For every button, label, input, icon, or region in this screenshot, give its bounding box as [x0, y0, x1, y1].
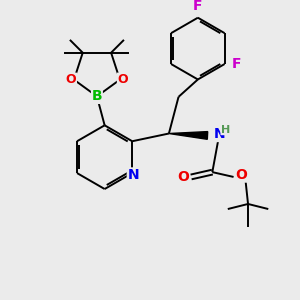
Text: O: O — [177, 170, 189, 184]
Text: B: B — [92, 89, 102, 103]
Text: O: O — [117, 73, 128, 86]
Text: H: H — [221, 125, 230, 135]
Text: N: N — [128, 168, 139, 182]
Polygon shape — [169, 132, 208, 139]
Text: O: O — [235, 168, 247, 182]
Text: F: F — [193, 0, 203, 13]
Text: F: F — [231, 57, 241, 71]
Text: O: O — [66, 73, 76, 86]
Text: N: N — [213, 128, 225, 142]
